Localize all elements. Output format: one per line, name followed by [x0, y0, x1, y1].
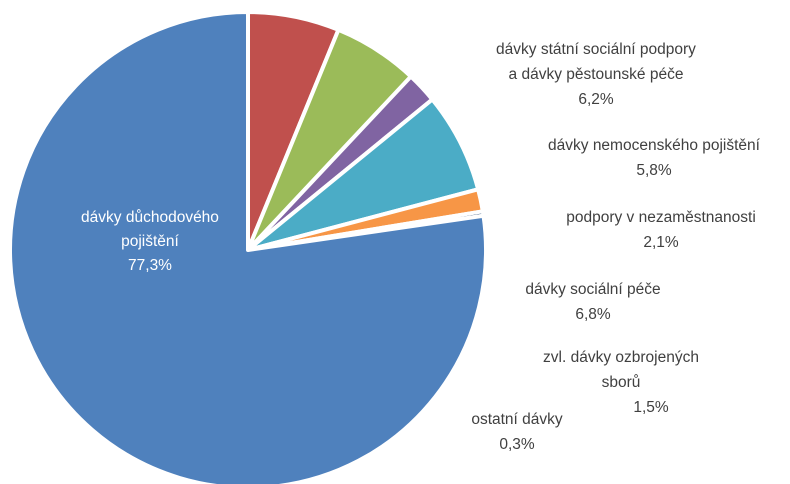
- pie-slice-7: [8, 10, 488, 484]
- pie-value-label: 6,8%: [575, 306, 611, 323]
- pie-label-line: dávky sociální péče: [525, 281, 660, 298]
- pie-label-7: dávky důchodového pojištění 77,3%: [81, 209, 219, 274]
- pie-value-label: 6,2%: [578, 91, 614, 108]
- pie-value-label: 1,5%: [633, 399, 669, 416]
- pie-slices: [8, 10, 488, 484]
- pie-label-line: podpory v nezaměstnanosti: [566, 209, 756, 226]
- pie-value-label: 77,3%: [128, 257, 172, 274]
- pie-label-line: pojištění: [121, 233, 179, 250]
- pie-label-1: dávky státní sociální podpory a dávky pěs…: [496, 41, 696, 108]
- pie-value-label: 5,8%: [636, 162, 672, 179]
- pie-label-line: dávky nemocenského pojištění: [548, 137, 761, 154]
- pie-label-6: ostatní dávky 0,3%: [471, 411, 563, 453]
- pie-labels: dávky státní sociální podpory a dávky pěs…: [81, 41, 761, 453]
- pie-label-2: dávky nemocenského pojištění 5,8%: [548, 137, 761, 179]
- pie-label-line: a dávky pěstounské péče: [509, 66, 684, 83]
- pie-label-3: podpory v nezaměstnanosti 2,1%: [566, 209, 756, 251]
- pie-label-line: ostatní dávky: [471, 411, 563, 428]
- pie-label-line: zvl. dávky ozbrojených: [543, 349, 699, 366]
- pie-label-line: sborů: [602, 374, 641, 391]
- pie-value-label: 0,3%: [499, 436, 535, 453]
- pie-label-line: dávky státní sociální podpory: [496, 41, 696, 58]
- pie-label-4: dávky sociální péče 6,8%: [525, 281, 660, 323]
- pie-label-5: zvl. dávky ozbrojených sborů 1,5%: [543, 349, 699, 416]
- pie-value-label: 2,1%: [643, 234, 679, 251]
- pie-label-line: dávky důchodového: [81, 209, 219, 226]
